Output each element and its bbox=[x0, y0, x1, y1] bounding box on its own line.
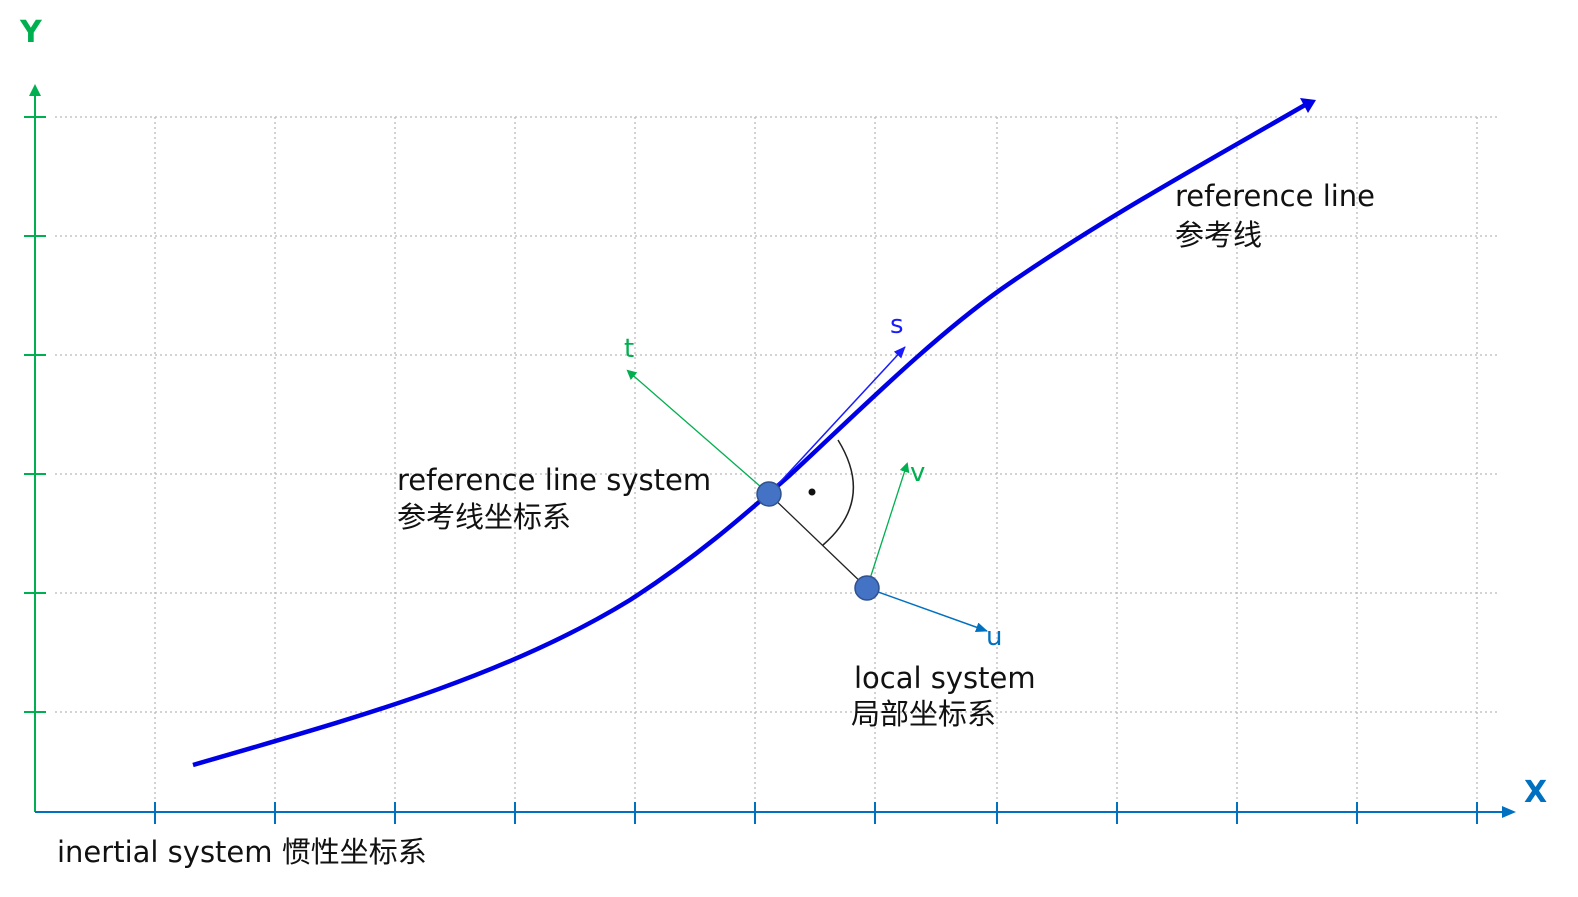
local-system-label: local system bbox=[854, 661, 1036, 695]
x-axis-ticks bbox=[154, 802, 1478, 824]
local-system-label-cn: 局部坐标系 bbox=[851, 697, 996, 731]
grid-vertical-lines bbox=[154, 117, 1478, 812]
reference-point bbox=[756, 481, 782, 507]
right-angle-arc bbox=[822, 439, 855, 546]
local-point bbox=[854, 575, 880, 601]
y-axis-ticks bbox=[24, 116, 46, 713]
y-axis: Y bbox=[19, 15, 46, 812]
reference-line-arrowhead bbox=[1300, 98, 1316, 113]
y-axis-arrowhead bbox=[29, 84, 41, 96]
reference-line-system-label: reference line system bbox=[397, 463, 711, 497]
x-axis-label: X bbox=[1524, 775, 1547, 810]
right-angle-dot bbox=[808, 488, 816, 496]
inertial-system-label: inertial system 惯性坐标系 bbox=[57, 835, 427, 869]
reference-line-label: reference line bbox=[1175, 179, 1375, 213]
projection-line bbox=[768, 493, 868, 589]
x-axis: X bbox=[35, 775, 1547, 824]
t-vector bbox=[626, 369, 770, 495]
v-vector bbox=[866, 462, 910, 589]
grid bbox=[55, 116, 1500, 812]
u-vector-label: u bbox=[986, 622, 1002, 652]
reference-line-system-label-cn: 参考线坐标系 bbox=[397, 500, 571, 534]
u-vector bbox=[866, 587, 988, 632]
v-vector-label: v bbox=[910, 458, 925, 488]
t-vector-label: t bbox=[624, 334, 634, 364]
grid-horizontal-lines bbox=[55, 116, 1500, 713]
reference-line-label-cn: 参考线 bbox=[1175, 218, 1262, 252]
x-axis-arrowhead bbox=[1502, 806, 1516, 818]
s-vector bbox=[768, 346, 906, 495]
s-vector-label: s bbox=[890, 310, 904, 340]
reference-line-curve bbox=[192, 103, 1307, 768]
y-axis-label: Y bbox=[19, 15, 43, 50]
